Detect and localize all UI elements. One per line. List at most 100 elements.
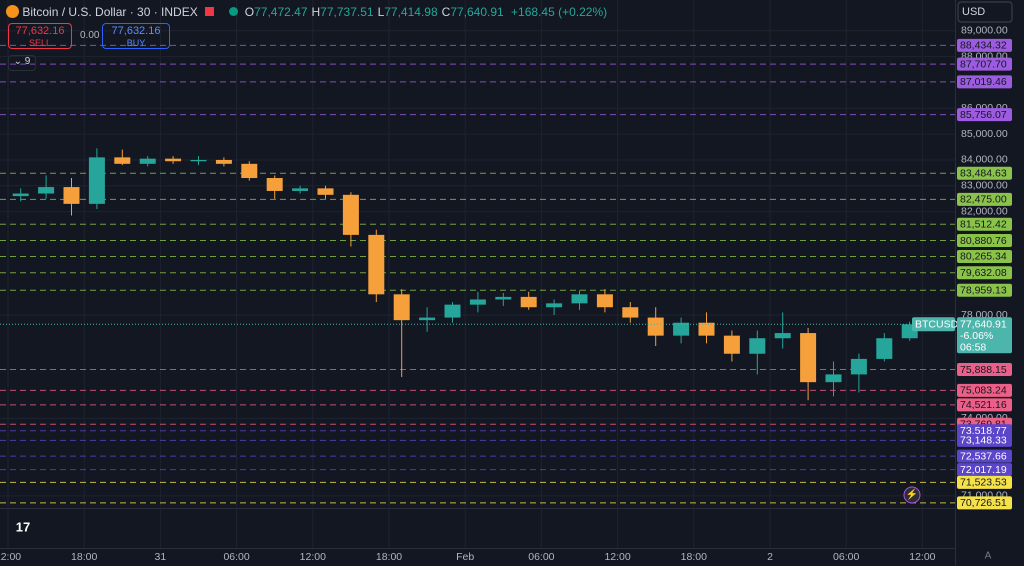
x-tick-label: 2 xyxy=(767,551,773,563)
candle-body xyxy=(647,317,664,336)
candle-body xyxy=(342,194,359,235)
alert-icon-glyph: ⚡ xyxy=(906,488,918,501)
x-tick-label: 12:00 xyxy=(604,551,630,563)
candle-body xyxy=(393,294,410,321)
level-tag xyxy=(957,38,1012,52)
auto-scale-button[interactable]: A xyxy=(985,551,992,562)
indicator-count: 9 xyxy=(24,56,31,67)
level-tag xyxy=(957,57,1012,71)
currency-select[interactable] xyxy=(957,1,1013,23)
spread: 0.00 xyxy=(80,30,100,41)
candle-body xyxy=(88,157,105,204)
candle-body xyxy=(850,358,867,375)
candle-body xyxy=(622,307,639,318)
level-tag-label: 80,265.34 xyxy=(960,251,1007,263)
level-tag xyxy=(957,463,1012,477)
symbol-tag xyxy=(912,317,955,332)
level-tag xyxy=(957,234,1012,248)
level-tag-label: 83,484.63 xyxy=(960,168,1007,180)
candle-body xyxy=(698,322,715,336)
level-tag xyxy=(957,108,1012,122)
level-tag-label: 88,434.32 xyxy=(960,40,1007,52)
level-tag xyxy=(957,217,1012,231)
ohlc-key: C xyxy=(441,5,451,19)
x-tick-label: 31 xyxy=(155,551,167,563)
level-tag-label: 70,726.51 xyxy=(960,497,1007,509)
symbol-tag-label: BTCUSD xyxy=(915,319,959,331)
ohlc-value: 77,737.51 xyxy=(320,5,374,19)
level-tag xyxy=(957,363,1012,377)
level-tag-label: 73,148.33 xyxy=(960,435,1007,447)
level-tag-label: 72,537.66 xyxy=(960,450,1007,462)
candle-body xyxy=(266,178,283,191)
x-tick-label: 18:00 xyxy=(71,551,97,563)
y-tick-label: 83,000.00 xyxy=(961,180,1008,192)
last-price-label: 77,640.91 xyxy=(960,319,1007,331)
candle-body xyxy=(63,187,80,204)
candle-body xyxy=(673,322,690,336)
candle-body xyxy=(571,294,588,304)
candle-body xyxy=(38,187,55,194)
alert-icon[interactable] xyxy=(903,486,921,504)
candle-body xyxy=(368,234,385,295)
change: +168.45 (+0.22%) xyxy=(511,5,608,19)
level-tag xyxy=(957,75,1012,89)
level-tag xyxy=(957,166,1012,180)
level-tag-label: 81,512.42 xyxy=(960,219,1007,231)
level-tag-label: 80,880.76 xyxy=(960,235,1007,247)
last-price-countdown: 06:58 xyxy=(960,342,986,354)
ohlc-value: 77,414.98 xyxy=(384,5,438,19)
candle-body xyxy=(241,163,258,179)
candle-body xyxy=(215,159,232,164)
level-tag-label: 75,888.15 xyxy=(960,364,1007,376)
y-tick-label: 84,000.00 xyxy=(961,154,1008,166)
y-tick-label: 89,000.00 xyxy=(961,25,1008,37)
currency-label: USD xyxy=(962,6,985,18)
flag-icon[interactable] xyxy=(205,7,215,16)
level-tag xyxy=(957,496,1012,510)
candle-body xyxy=(546,303,563,308)
candle-body xyxy=(165,158,182,162)
candle-body xyxy=(444,304,461,318)
candle-body xyxy=(292,188,309,191)
level-tag-label: 79,632.08 xyxy=(960,267,1007,279)
ohlc-value: 77,472.47 xyxy=(254,5,308,19)
level-tag xyxy=(957,383,1012,397)
x-tick-label: 06:00 xyxy=(223,551,249,563)
legend: Bitcoin / U.S. Dollar · 30 · INDEX O77,4… xyxy=(6,5,607,19)
buy-label: BUY xyxy=(126,38,146,48)
level-tag xyxy=(957,475,1012,489)
x-tick-label: 18:00 xyxy=(681,551,707,563)
candle-body xyxy=(419,317,436,321)
candle-body xyxy=(317,188,334,195)
level-tag xyxy=(957,398,1012,412)
candle-body xyxy=(520,296,537,308)
level-tag-label: 87,707.70 xyxy=(960,58,1007,70)
candle-body xyxy=(825,374,842,383)
level-tag-label: 78,959.13 xyxy=(960,284,1007,296)
sell-price: 77,632.16 xyxy=(15,25,65,37)
candle-body xyxy=(114,157,131,164)
candle-body xyxy=(723,335,740,354)
candle-body xyxy=(469,299,486,305)
x-tick-label: 18:00 xyxy=(376,551,402,563)
y-tick-label: 85,000.00 xyxy=(961,128,1008,140)
ohlc-key: L xyxy=(377,5,385,19)
x-tick-label: 06:00 xyxy=(833,551,859,563)
candle-body xyxy=(800,333,817,383)
status-dot xyxy=(229,7,239,16)
ohlc-key: H xyxy=(311,5,321,19)
sell-button[interactable]: 77,632.16 SELL xyxy=(8,23,72,49)
level-tag-label: 71,523.53 xyxy=(960,477,1007,489)
x-tick-label: 12:00 xyxy=(909,551,935,563)
candle-body xyxy=(139,158,156,164)
candle-body xyxy=(774,333,791,339)
last-price-tag xyxy=(957,317,1012,354)
buy-button[interactable]: 77,632.16 BUY xyxy=(102,23,170,49)
indicators-toggle[interactable]: ⌄ 9 xyxy=(8,55,36,71)
level-tag-label: 74,521.16 xyxy=(960,399,1007,411)
buy-price: 77,632.16 xyxy=(111,25,161,37)
